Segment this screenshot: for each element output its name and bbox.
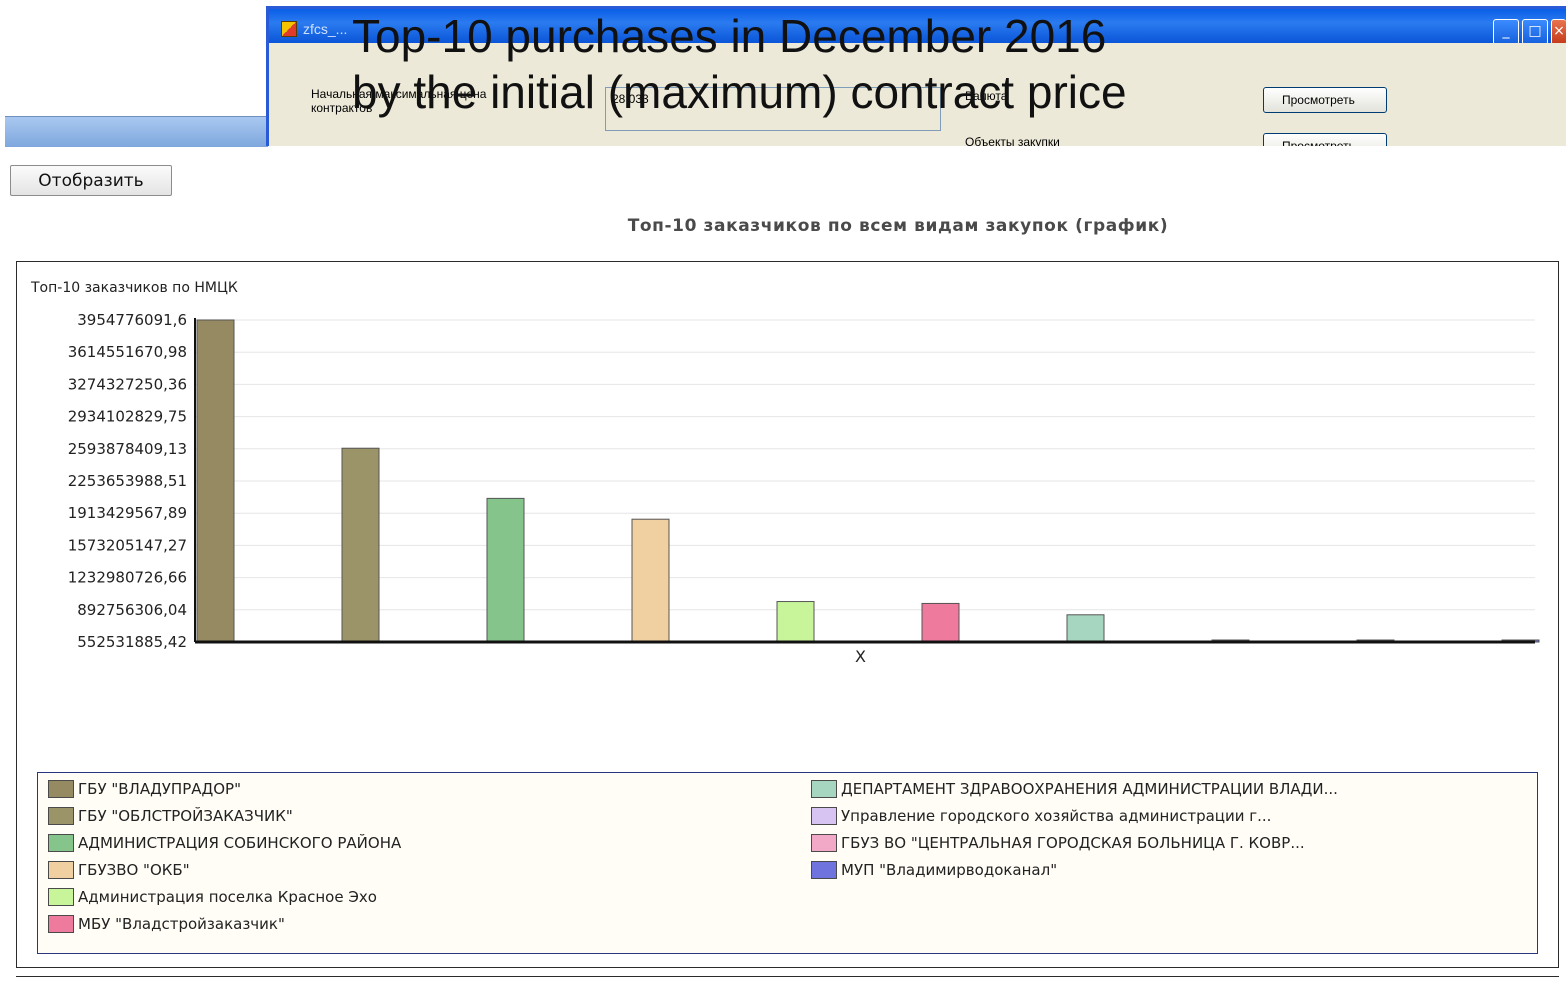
legend-swatch <box>48 915 74 933</box>
y-tick-label: 552531885,42 <box>77 633 187 651</box>
legend-swatch <box>811 807 837 825</box>
display-button[interactable]: Отобразить <box>10 165 172 196</box>
bar <box>631 518 670 643</box>
legend-swatch <box>811 861 837 879</box>
objects-label: Объекты закупки <box>965 135 1060 146</box>
view-button-2[interactable]: Просмотреть <box>1263 133 1387 146</box>
price-input[interactable]: 28 033 <box>605 87 941 131</box>
y-tick-label: 2253653988,51 <box>68 472 187 490</box>
legend-label: Администрация поселка Красное Эхо <box>78 888 377 906</box>
view-button[interactable]: Просмотреть <box>1263 87 1387 113</box>
minimize-icon[interactable]: _ <box>1493 19 1519 45</box>
legend-label: АДМИНИСТРАЦИЯ СОБИНСКОГО РАЙОНА <box>78 834 402 852</box>
y-tick-label: 1913429567,89 <box>68 504 187 522</box>
app-icon <box>281 21 297 37</box>
bottom-border <box>16 976 1559 985</box>
window-body: Начальная максимальная цена контрактов 2… <box>281 43 1566 146</box>
y-tick-label: 2934102829,75 <box>68 408 187 426</box>
bar <box>196 319 235 643</box>
bar <box>921 602 960 643</box>
x-axis-title: X <box>855 647 866 666</box>
y-tick-label: 3614551670,98 <box>68 343 187 361</box>
legend-label: ГБУ "ВЛАДУПРАДОР" <box>78 780 241 798</box>
price-label: Начальная максимальная цена контрактов <box>311 87 487 115</box>
legend-swatch <box>48 861 74 879</box>
taskbar-fragment <box>5 116 268 147</box>
y-tick-label: 1573205147,27 <box>68 536 187 554</box>
background-window: zfcs_... _ □ × Начальная максимальная це… <box>266 6 1566 146</box>
window-title: zfcs_... <box>303 21 348 37</box>
y-axis-title: Топ-10 заказчиков по НМЦК <box>31 280 238 296</box>
y-tick-label: 1232980726,66 <box>68 569 187 587</box>
legend-item: МБУ "Владстройзаказчик" <box>48 913 285 935</box>
legend-label: Управление городского хозяйства админист… <box>841 807 1272 825</box>
bar-chart: 3954776091,6 3614551670,98 3274327250,36 29… <box>68 311 1540 651</box>
legend-item: Администрация поселка Красное Эхо <box>48 886 377 908</box>
y-tick-label: 3274327250,36 <box>68 375 187 393</box>
y-tick-label: 3954776091,6 <box>77 311 187 329</box>
legend-item: АДМИНИСТРАЦИЯ СОБИНСКОГО РАЙОНА <box>48 832 401 854</box>
slide-left-area <box>0 0 268 147</box>
slide-title-line-1: Top-10 purchases in December 2016 <box>352 10 1107 62</box>
maximize-icon[interactable]: □ <box>1522 19 1548 45</box>
legend-swatch <box>48 780 74 798</box>
legend-swatch <box>811 834 837 852</box>
y-tick-label: 892756306,04 <box>77 601 187 619</box>
legend-label: ГБУ "ОБЛСТРОЙЗАКАЗЧИК" <box>78 807 293 825</box>
chart-frame: Топ-10 заказчиков по НМЦК 3954776091,6 36… <box>16 261 1559 968</box>
legend-swatch <box>48 888 74 906</box>
legend-label: МБУ "Владстройзаказчик" <box>78 915 285 933</box>
bar <box>486 497 525 643</box>
legend-item: ГБУ "ОБЛСТРОЙЗАКАЗЧИК" <box>48 805 293 827</box>
legend-item: ГБУЗ ВО "ЦЕНТРАЛЬНАЯ ГОРОДСКАЯ БОЛЬНИЦА … <box>811 832 1305 854</box>
legend-label: ДЕПАРТАМЕНТ ЗДРАВООХРАНЕНИЯ АДМИНИСТРАЦИ… <box>841 780 1338 798</box>
legend-label: МУП "Владимирводоканал" <box>841 861 1058 879</box>
legend-item: ГБУ "ВЛАДУПРАДОР" <box>48 778 241 800</box>
legend-item: МУП "Владимирводоканал" <box>811 859 1057 881</box>
y-tick-label: 2593878409,13 <box>68 440 187 458</box>
legend-swatch <box>48 807 74 825</box>
window-titlebar[interactable]: zfcs_... _ □ × <box>269 9 1566 45</box>
legend-label: ГБУЗ ВО "ЦЕНТРАЛЬНАЯ ГОРОДСКАЯ БОЛЬНИЦА … <box>841 834 1305 852</box>
legend-swatch <box>811 780 837 798</box>
legend-item: ДЕПАРТАМЕНТ ЗДРАВООХРАНЕНИЯ АДМИНИСТРАЦИ… <box>811 778 1338 800</box>
bar <box>776 601 815 643</box>
close-icon[interactable]: × <box>1551 19 1566 45</box>
slide-title: Top-10 purchases in December 2016 by the… <box>352 8 1127 120</box>
currency-label: Валюта <box>965 89 1008 103</box>
legend-item: Управление городского хозяйства админист… <box>811 805 1271 827</box>
chart-heading: Топ-10 заказчиков по всем видам закупок … <box>627 216 1169 236</box>
legend-label: ГБУЗВО "ОКБ" <box>78 861 190 879</box>
legend-item: ГБУЗВО "ОКБ" <box>48 859 190 881</box>
bar <box>341 447 380 643</box>
bar <box>1066 614 1105 643</box>
chart-legend: ГБУ "ВЛАДУПРАДОР" ГБУ "ОБЛСТРОЙЗАКАЗЧИК" А… <box>37 772 1538 954</box>
legend-swatch <box>48 834 74 852</box>
slide-title-line-2: by the initial (maximum) contract price <box>352 66 1127 118</box>
